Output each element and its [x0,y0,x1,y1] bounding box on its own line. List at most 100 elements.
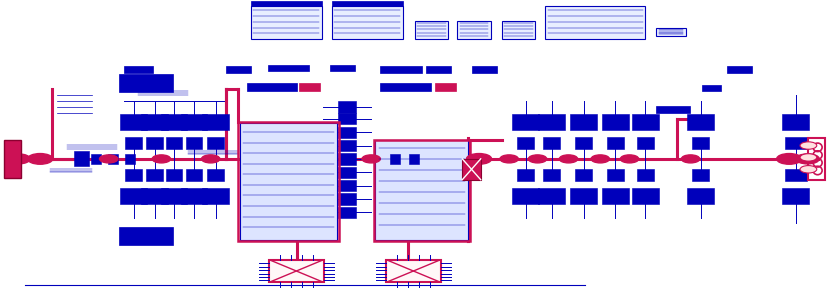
Bar [512,188,539,204]
Ellipse shape [796,154,819,164]
Bar [517,137,534,148]
Bar [181,188,207,204]
Bar [226,66,251,73]
Bar [74,151,89,166]
Bar [386,260,441,282]
Bar [538,188,565,204]
Bar [727,66,752,73]
Ellipse shape [777,154,802,164]
Bar [656,28,686,36]
Bar [338,127,356,138]
Bar [240,123,337,240]
Bar [656,106,690,113]
Bar [545,6,645,39]
Bar [338,180,356,191]
Bar [374,140,470,241]
Bar [687,113,714,130]
Bar [607,137,624,148]
Bar [632,188,659,204]
Bar [517,169,534,181]
Bar [299,83,320,91]
Bar [808,138,825,180]
Bar [338,167,356,178]
Bar [687,188,714,204]
Ellipse shape [800,142,817,149]
Bar [785,169,807,181]
Bar [782,113,809,130]
Ellipse shape [466,154,492,164]
Ellipse shape [620,155,639,163]
Ellipse shape [500,155,518,163]
Bar [692,137,709,148]
Bar [338,113,356,124]
Bar [332,6,403,39]
Bar [380,66,422,73]
Bar [570,188,597,204]
Bar [108,154,118,164]
Ellipse shape [591,155,609,163]
Bar [602,113,629,130]
Ellipse shape [800,166,817,173]
Bar [124,66,153,73]
Bar [181,113,207,130]
Bar [119,227,174,245]
Bar [166,169,182,181]
Bar [166,137,182,148]
Bar [338,207,356,218]
Bar [543,137,560,148]
Ellipse shape [800,154,817,161]
Bar [462,159,481,180]
Bar [435,83,456,91]
Bar [247,83,297,91]
Ellipse shape [7,154,30,164]
Bar [251,1,322,6]
Bar [120,113,147,130]
Bar [512,113,539,130]
Bar [141,113,168,130]
Bar [692,169,709,181]
Bar [782,188,809,204]
Bar [268,65,309,71]
Ellipse shape [528,155,547,163]
Bar [202,188,229,204]
Bar [785,137,807,148]
Bar [338,193,356,205]
Bar [330,65,355,71]
Bar [602,188,629,204]
Ellipse shape [152,155,171,163]
Bar [202,113,229,130]
Bar [120,188,147,204]
Bar [426,66,451,73]
Ellipse shape [559,155,578,163]
Bar [409,154,419,164]
Bar [575,169,592,181]
Bar [538,113,565,130]
Bar [338,140,356,151]
Bar [251,6,322,39]
Bar [570,113,597,130]
Bar [702,85,721,91]
Bar [125,137,142,148]
Ellipse shape [201,155,220,163]
Bar [332,1,403,6]
Bar [543,169,560,181]
Bar [338,153,356,165]
Bar [161,188,187,204]
Bar [502,21,535,39]
Bar [415,21,448,39]
Bar [207,137,224,148]
Bar [91,154,101,164]
Bar [161,113,187,130]
Bar [141,188,168,204]
Bar [380,83,431,91]
Bar [125,154,135,164]
Bar [632,113,659,130]
Bar [125,169,142,181]
Bar [607,169,624,181]
Bar [207,169,224,181]
Bar [119,74,174,92]
Bar [637,169,654,181]
Bar [4,140,21,178]
Bar [186,169,202,181]
Bar [575,137,592,148]
